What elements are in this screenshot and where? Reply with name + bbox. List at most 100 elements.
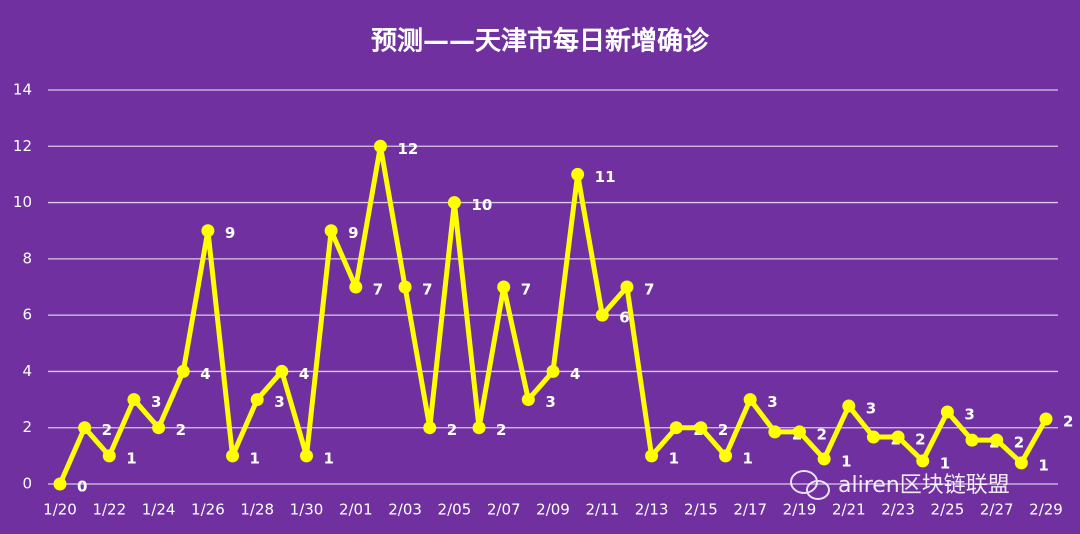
value-label: 3 <box>767 393 777 411</box>
y-tick-label: 12 <box>13 137 32 155</box>
x-tick-label: 1/24 <box>142 501 176 519</box>
point <box>546 364 560 378</box>
x-tick-label: 2/09 <box>536 501 570 519</box>
point <box>447 196 461 210</box>
point <box>866 430 880 444</box>
x-tick-label: 2/17 <box>733 501 767 519</box>
value-label: 6 <box>619 309 629 327</box>
value-label: 2 <box>176 421 186 439</box>
value-label: 7 <box>644 281 654 299</box>
x-tick-label: 2/11 <box>585 501 619 519</box>
value-label: 2 <box>447 421 457 439</box>
point <box>595 308 609 322</box>
value-label: 2 <box>1063 412 1073 430</box>
point <box>891 430 905 444</box>
x-tick-label: 2/03 <box>388 501 422 519</box>
point <box>373 139 387 153</box>
point <box>349 280 363 294</box>
value-label: 7 <box>422 281 432 299</box>
point <box>226 449 240 463</box>
y-tick-label: 14 <box>13 81 32 99</box>
y-tick-label: 6 <box>22 306 32 324</box>
x-tick-label: 2/25 <box>931 501 965 519</box>
point <box>743 393 757 407</box>
x-tick-label: 1/26 <box>191 501 225 519</box>
point <box>176 364 190 378</box>
point <box>620 280 634 294</box>
x-tick-label: 1/22 <box>92 501 126 519</box>
value-label: 4 <box>200 365 210 383</box>
point <box>1039 412 1053 426</box>
point <box>324 224 338 238</box>
point <box>497 280 511 294</box>
value-label: 3 <box>151 393 161 411</box>
value-label: 1 <box>324 449 334 467</box>
point <box>201 224 215 238</box>
value-label: 1 <box>1038 456 1048 474</box>
value-label: 2 <box>718 421 728 439</box>
point <box>965 433 979 447</box>
point <box>423 421 437 435</box>
point <box>53 477 67 491</box>
value-label: 2 <box>102 421 112 439</box>
point <box>990 433 1004 447</box>
point <box>842 399 856 413</box>
y-tick-label: 8 <box>22 249 32 267</box>
value-label: 0 <box>77 478 87 496</box>
x-tick-label: 2/23 <box>881 501 915 519</box>
x-tick-label: 2/05 <box>438 501 472 519</box>
value-label: 9 <box>348 224 358 242</box>
watermark: aliren区块链联盟 <box>838 473 1010 498</box>
value-label: 2 <box>817 425 827 443</box>
point <box>398 280 412 294</box>
value-label: 1 <box>841 452 851 470</box>
x-tick-label: 2/27 <box>980 501 1014 519</box>
point <box>940 405 954 419</box>
point <box>300 449 313 463</box>
value-label: 7 <box>373 281 383 299</box>
value-label: 7 <box>521 281 531 299</box>
value-label: 11 <box>595 168 616 186</box>
chart-title: 预测——天津市每日新增确诊 <box>371 26 710 57</box>
y-tick-label: 2 <box>22 418 32 436</box>
value-label: 1 <box>940 454 950 472</box>
point <box>793 425 806 439</box>
x-tick-label: 2/07 <box>487 501 521 519</box>
value-label: 12 <box>397 140 418 158</box>
point <box>916 454 930 468</box>
point <box>78 421 92 435</box>
x-tick-label: 2/15 <box>684 501 718 519</box>
point <box>768 425 782 439</box>
y-tick-label: 10 <box>13 193 32 211</box>
point <box>127 393 141 407</box>
wechat-icon <box>790 470 830 500</box>
value-label: 4 <box>299 365 309 383</box>
point <box>817 452 831 466</box>
point <box>250 393 264 407</box>
x-tick-label: 2/01 <box>339 501 373 519</box>
point <box>669 421 683 435</box>
point <box>275 364 289 378</box>
x-tick-label: 2/29 <box>1029 501 1063 519</box>
point <box>472 421 486 435</box>
value-label: 1 <box>743 449 753 467</box>
point <box>719 449 733 463</box>
value-label: 9 <box>225 224 235 242</box>
x-tick-label: 1/20 <box>43 501 77 519</box>
x-tick-label: 1/30 <box>290 501 324 519</box>
value-label: 3 <box>274 393 284 411</box>
value-label: 3 <box>545 393 555 411</box>
y-tick-label: 0 <box>22 475 32 493</box>
point <box>521 393 535 407</box>
value-label: 2 <box>496 421 506 439</box>
point <box>1014 456 1028 470</box>
value-label: 1 <box>126 449 136 467</box>
point <box>571 167 585 181</box>
value-label: 1 <box>669 449 679 467</box>
value-label: 4 <box>570 365 580 383</box>
point <box>645 449 659 463</box>
point <box>102 449 116 463</box>
